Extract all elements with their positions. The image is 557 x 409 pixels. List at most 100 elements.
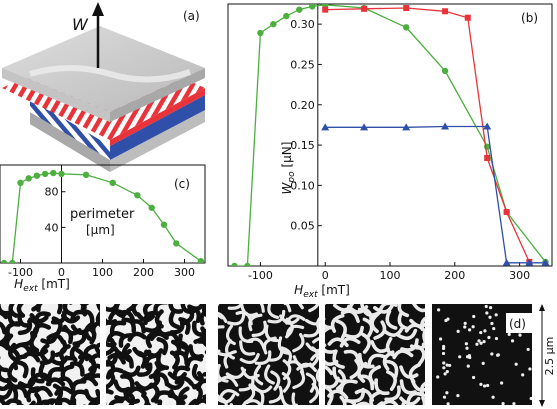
domain-stripe — [122, 365, 141, 377]
domain-stripe — [29, 313, 49, 324]
bubble — [445, 370, 449, 374]
bubble — [467, 328, 472, 332]
domain-stripe — [378, 304, 398, 315]
data-point — [483, 122, 492, 130]
top-plate-front — [2, 68, 110, 122]
domain-stripe — [397, 304, 410, 318]
domain-stripe — [174, 376, 194, 386]
data-point — [403, 5, 410, 12]
domain-stripe — [0, 388, 13, 400]
domain-stripe — [187, 306, 202, 324]
bubble — [446, 402, 450, 405]
domain-stripe — [0, 356, 9, 373]
domain-stripe — [172, 365, 191, 378]
data-point — [503, 208, 510, 215]
domain-stripe — [218, 363, 229, 383]
domain-stripe — [188, 344, 204, 359]
domain-stripe — [225, 324, 236, 346]
data-point — [502, 258, 511, 266]
bubble — [488, 306, 493, 310]
domain-stripe — [126, 304, 138, 313]
domain-stripe — [399, 396, 421, 405]
domain-stripe — [254, 350, 272, 366]
domain-stripe — [397, 310, 410, 331]
domain-stripe — [11, 384, 29, 399]
domain-stripe — [325, 326, 331, 348]
domain-stripe — [33, 311, 51, 325]
domain-stripe — [264, 364, 275, 385]
domain-stripe — [270, 370, 281, 391]
domain-stripe — [259, 304, 265, 313]
domain-stripe — [107, 352, 126, 365]
series-line-2 — [325, 125, 546, 264]
data-point — [403, 24, 410, 31]
domain-stripe — [381, 399, 399, 405]
domain-stripe — [396, 328, 418, 341]
microscopy-image-1 — [0, 304, 100, 405]
bubble — [445, 363, 449, 367]
scale-bar-bottom-arrow — [539, 400, 545, 407]
domain-stripe — [156, 337, 169, 356]
domain-stripe — [94, 346, 100, 357]
domain-stripe — [51, 316, 63, 335]
bubble — [490, 321, 494, 326]
domain-stripe — [283, 403, 287, 405]
domain-stripe — [168, 304, 184, 314]
domain-stripe — [410, 379, 425, 392]
chart-c-series — [0, 169, 205, 263]
domain-stripe — [106, 367, 124, 380]
domain-stripe — [218, 389, 240, 399]
bubble — [456, 394, 460, 398]
domain-stripe — [7, 363, 18, 383]
domain-stripe — [144, 353, 159, 371]
bubble — [490, 352, 494, 356]
microscopy-image-2 — [106, 304, 206, 405]
bubble — [466, 364, 470, 368]
domain-stripe — [422, 404, 431, 409]
domain-stripe — [420, 316, 425, 331]
domain-stripe — [280, 394, 299, 405]
bubble — [485, 311, 489, 315]
chart-b-frame — [227, 3, 553, 267]
chart-b: -100 0 100 200 300 0.05 0.10 0.15 0.20 0.25 0.30 (… — [227, 3, 553, 300]
domain-stripe — [392, 349, 414, 360]
bubble — [479, 330, 483, 335]
domain-stripe — [135, 350, 148, 369]
domain-stripe — [69, 361, 85, 377]
domain-stripe — [72, 329, 87, 347]
domain-stripe — [325, 347, 336, 354]
domain-stripe — [153, 304, 168, 315]
domain-stripe — [327, 337, 349, 348]
data-point — [109, 179, 116, 187]
domain-stripe — [339, 336, 361, 348]
domain-stripe — [318, 403, 325, 409]
data-point — [9, 259, 16, 263]
data-point — [197, 258, 205, 263]
domain-stripe — [296, 362, 317, 372]
domain-stripe — [54, 397, 75, 405]
domain-stripe — [332, 349, 345, 369]
domain-stripe — [162, 331, 181, 345]
domain-stripe — [218, 350, 228, 357]
y-tick-label: 40 — [45, 221, 59, 234]
domain-stripe — [46, 332, 66, 345]
data-point — [0, 259, 8, 263]
domain-stripe — [227, 312, 246, 326]
data-point — [525, 258, 534, 266]
domain-stripe — [250, 387, 265, 405]
bubble — [488, 315, 492, 319]
bubble — [500, 381, 504, 385]
domain-stripe — [325, 323, 335, 330]
domain-stripe — [223, 350, 237, 369]
bubble — [491, 395, 495, 399]
domain-stripe — [292, 370, 306, 390]
domain-stripe — [185, 355, 204, 369]
domain-stripe — [169, 350, 180, 370]
domain-stripe — [245, 399, 262, 405]
red-layer-edge — [110, 88, 205, 146]
chart-b-series — [231, 4, 550, 266]
y-tick-label: 80 — [45, 186, 59, 199]
domain-stripe — [5, 321, 20, 338]
series-line-0 — [234, 4, 547, 266]
domain-stripe — [251, 320, 267, 337]
